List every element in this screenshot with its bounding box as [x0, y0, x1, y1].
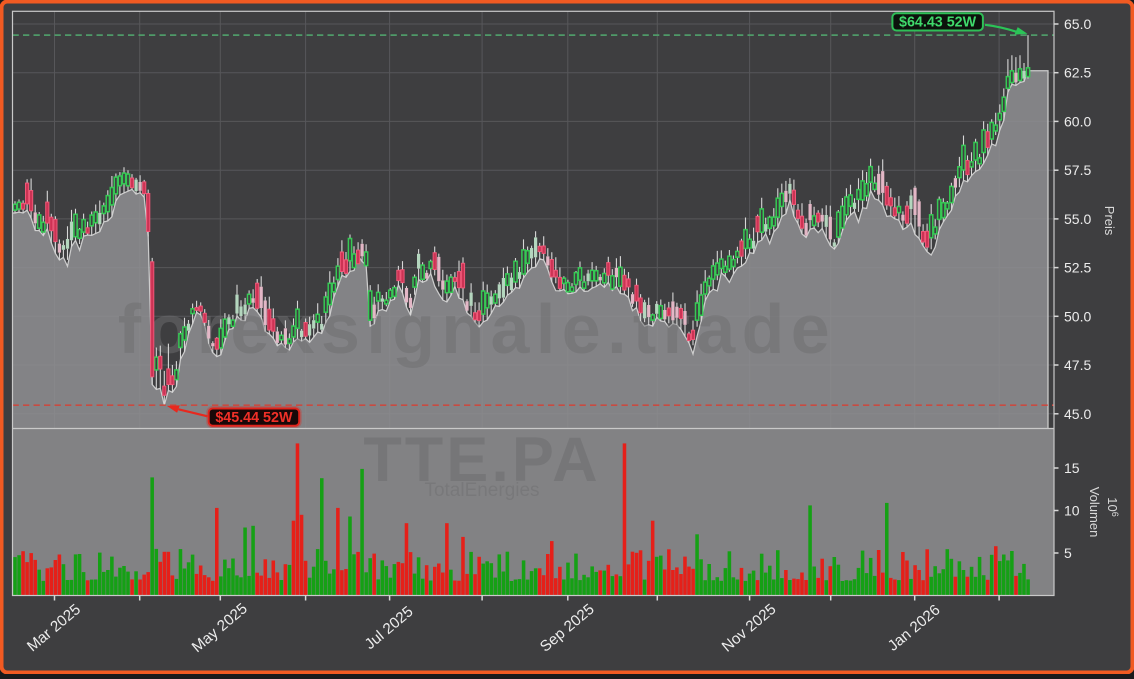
- svg-text:57.5: 57.5: [1064, 162, 1091, 178]
- svg-text:15: 15: [1064, 460, 1080, 476]
- svg-text:60.0: 60.0: [1064, 113, 1091, 129]
- svg-text:$64.43 52W: $64.43 52W: [899, 15, 977, 31]
- svg-text:TTE.PA: TTE.PA: [363, 425, 600, 495]
- svg-text:TotalEnergies: TotalEnergies: [424, 480, 539, 501]
- svg-text:5: 5: [1064, 545, 1072, 561]
- svg-text:45.0: 45.0: [1064, 406, 1091, 422]
- svg-text:55.0: 55.0: [1064, 211, 1091, 227]
- svg-text:Volumen: Volumen: [1087, 487, 1102, 538]
- svg-text:Preis: Preis: [1102, 206, 1117, 236]
- svg-text:52.5: 52.5: [1064, 260, 1091, 276]
- svg-text:50.0: 50.0: [1064, 308, 1091, 324]
- svg-text:47.5: 47.5: [1064, 357, 1091, 373]
- svg-text:10: 10: [1064, 503, 1080, 519]
- svg-text:$45.44 52W: $45.44 52W: [215, 410, 293, 426]
- svg-text:62.5: 62.5: [1064, 65, 1091, 81]
- svg-text:65.0: 65.0: [1064, 16, 1091, 32]
